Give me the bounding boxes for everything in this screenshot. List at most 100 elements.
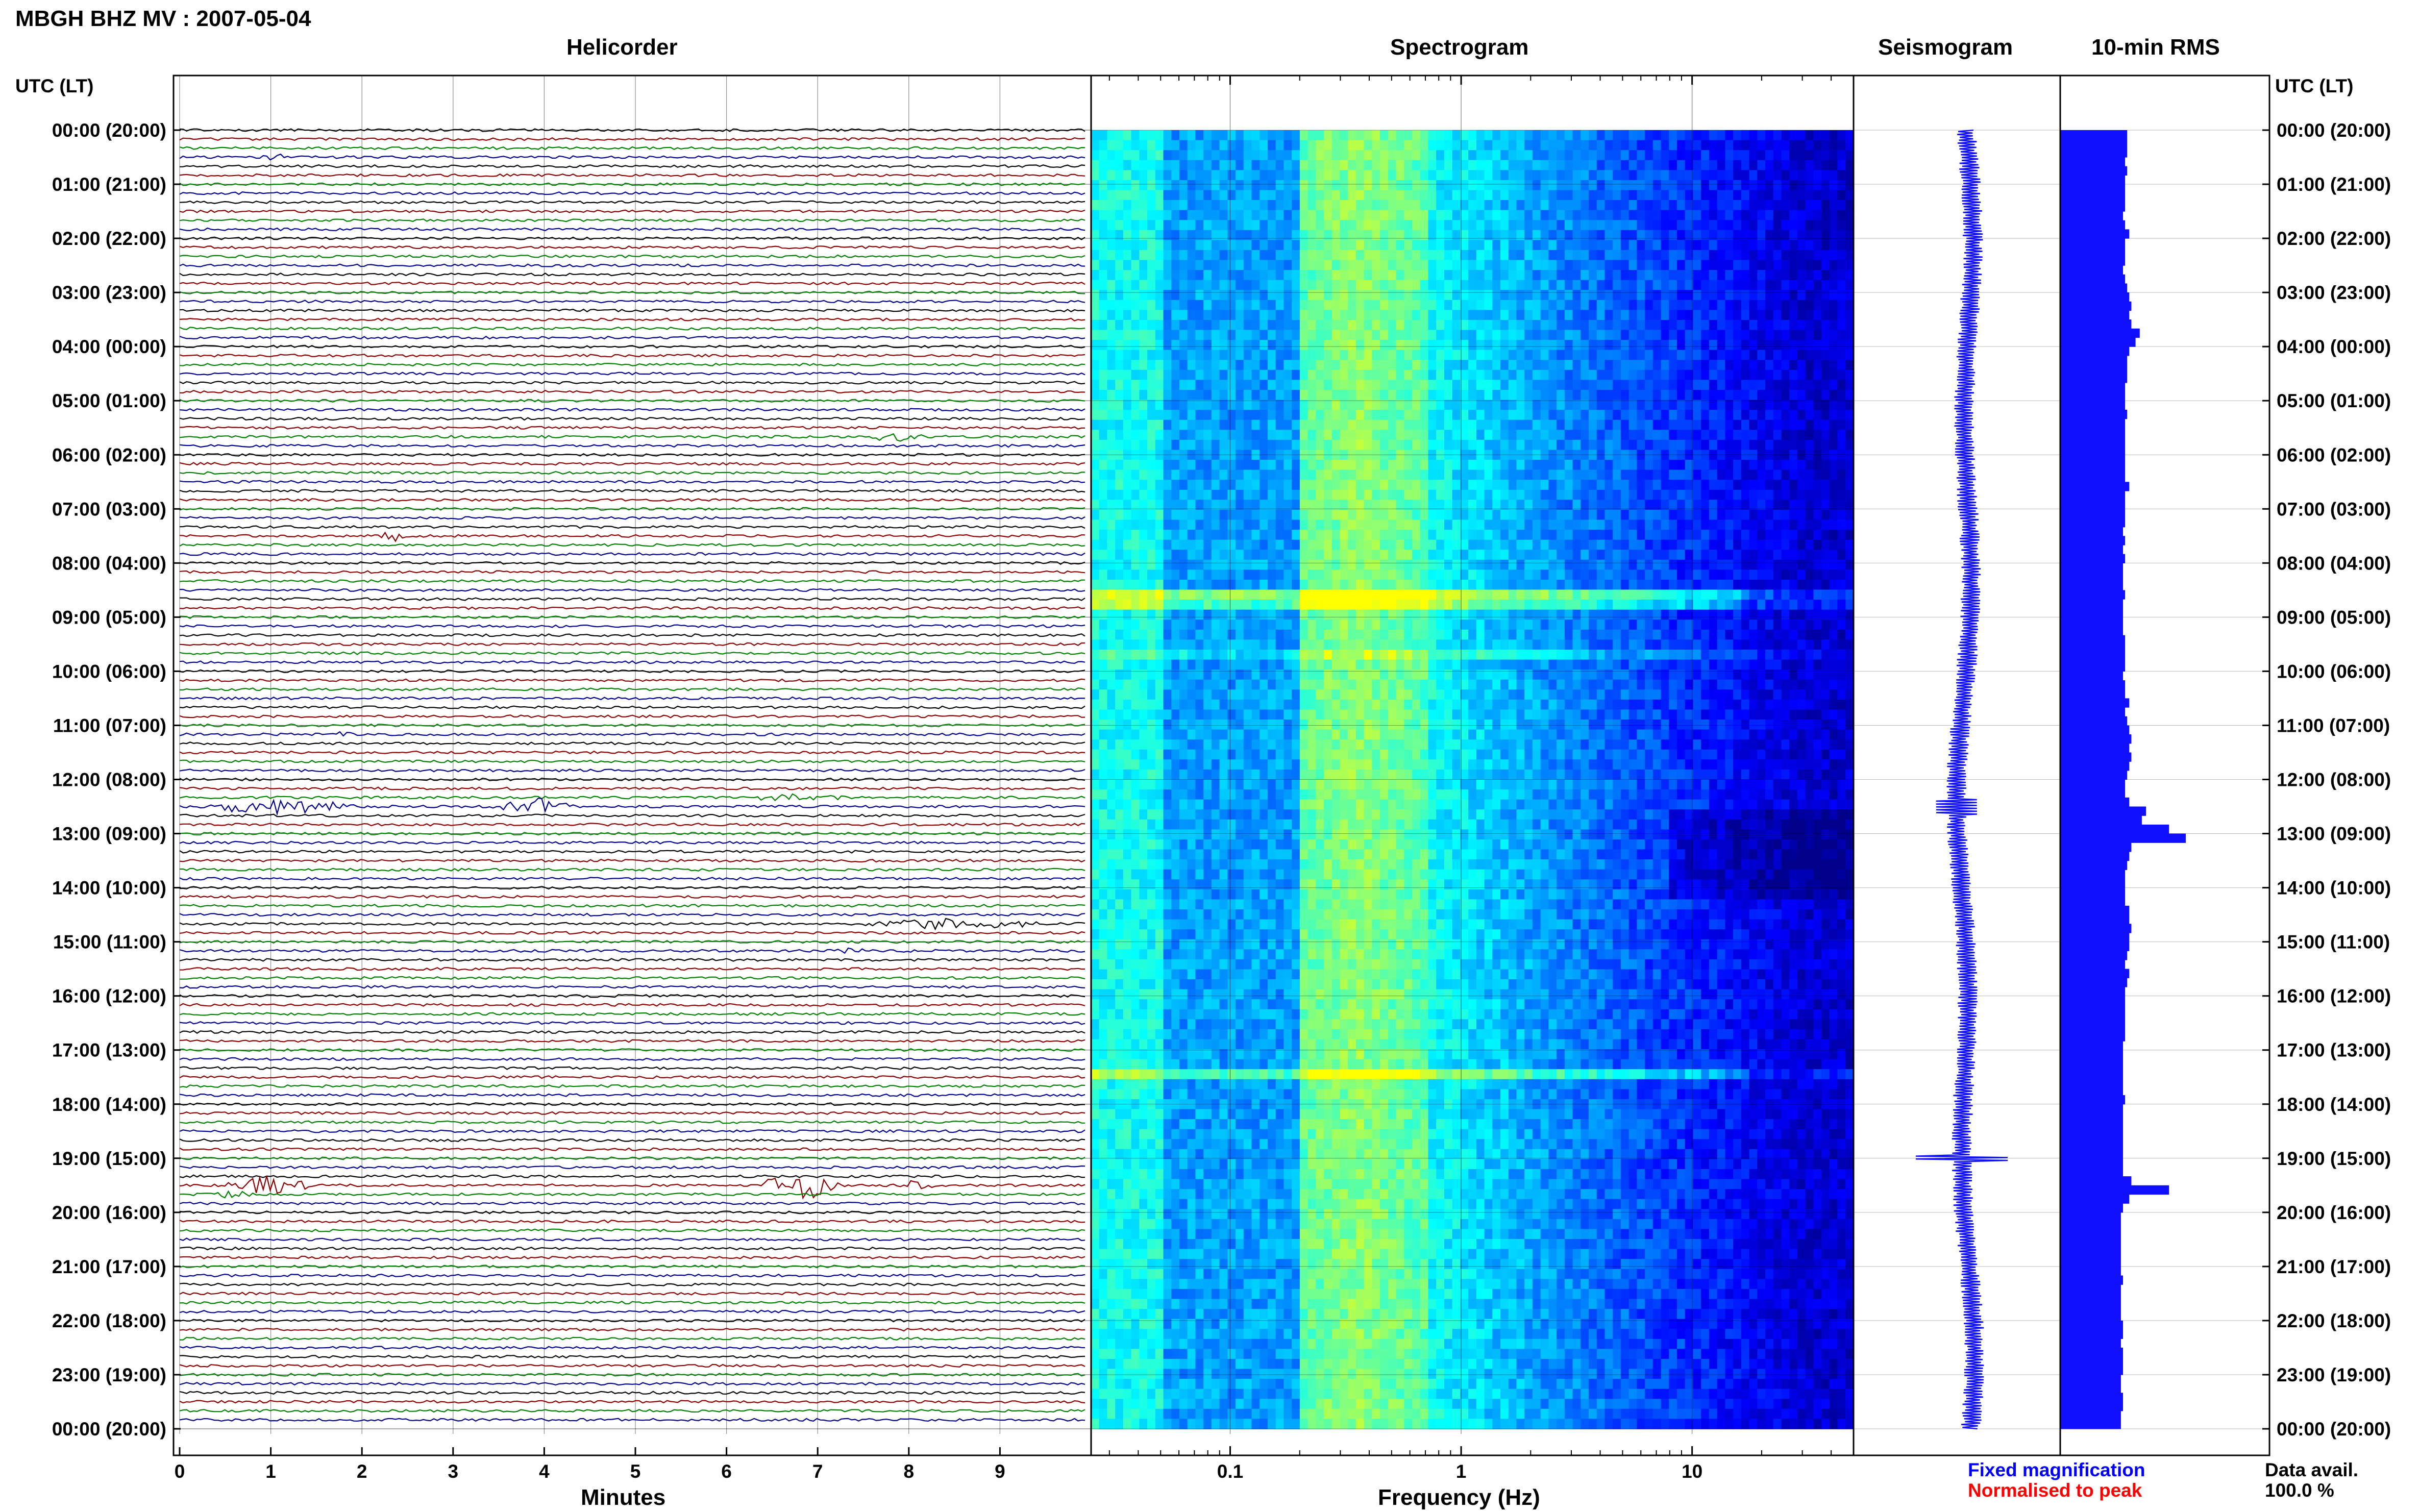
spectrogram-cell: [1171, 190, 1180, 201]
spectrogram-cell: [1131, 559, 1140, 571]
spectrogram-cell: [1227, 600, 1236, 610]
spectrogram-cell: [1837, 480, 1846, 490]
spectrogram-cell: [1765, 220, 1774, 231]
spectrogram-cell: [1628, 509, 1638, 520]
spectrogram-cell: [1356, 350, 1365, 361]
spectrogram-cell: [1693, 569, 1701, 580]
spectrogram-cell: [1420, 130, 1429, 141]
spectrogram-cell: [1236, 390, 1244, 401]
spectrogram-cell: [1813, 180, 1822, 191]
spectrogram-cell: [1717, 619, 1726, 630]
spectrogram-cell: [1685, 629, 1694, 640]
spectrogram-cell: [1219, 180, 1228, 191]
spectrogram-cell: [1516, 280, 1525, 291]
spectrogram-cell: [1396, 550, 1405, 560]
spectrogram-cell: [1356, 400, 1365, 410]
spectrogram-cell: [1524, 410, 1533, 420]
spectrogram-cell: [1123, 480, 1132, 490]
spectrogram-cell: [1428, 629, 1437, 640]
spectrogram-cell: [1388, 609, 1397, 621]
spectrogram-cell: [1789, 240, 1798, 251]
spectrogram-cell: [1476, 330, 1485, 340]
spectrogram-cell: [1283, 400, 1292, 410]
spectrogram-cell: [1139, 290, 1148, 301]
spectrogram-cell: [1845, 380, 1854, 390]
spectrogram-cell: [1484, 600, 1493, 610]
spectrogram-cell: [1725, 559, 1734, 571]
spectrogram-cell: [1195, 160, 1204, 171]
spectrogram-cell: [1331, 400, 1341, 410]
spectrogram-cell: [1147, 180, 1156, 191]
spectrogram-cell: [1701, 469, 1710, 480]
spectrogram-cell: [1637, 489, 1645, 501]
spectrogram-cell: [1372, 170, 1380, 181]
spectrogram-cell: [1596, 480, 1606, 490]
spectrogram-cell: [1251, 369, 1260, 381]
spectrogram-cell: [1324, 629, 1332, 640]
spectrogram-cell: [1299, 509, 1309, 520]
spectrogram-cell: [1837, 210, 1846, 220]
spectrogram-cell: [1115, 600, 1124, 610]
spectrogram-cell: [1412, 439, 1421, 451]
spectrogram-cell: [1613, 489, 1621, 501]
spectrogram-cell: [1099, 200, 1108, 211]
spectrogram-cell: [1412, 210, 1421, 220]
spectrogram-cell: [1219, 430, 1228, 440]
spectrogram-cell: [1516, 330, 1525, 340]
spectrogram-cell: [1557, 240, 1565, 251]
spectrogram-cell: [1099, 340, 1108, 351]
spectrogram-cell: [1444, 539, 1453, 551]
spectrogram-cell: [1701, 210, 1710, 220]
spectrogram-cell: [1243, 639, 1252, 650]
spectrogram-cell: [1115, 180, 1124, 191]
spectrogram-cell: [1364, 550, 1373, 560]
spectrogram-cell: [1693, 430, 1701, 440]
spectrogram-cell: [1829, 190, 1838, 201]
spectrogram-cell: [1508, 350, 1517, 361]
spectrogram-cell: [1195, 240, 1204, 251]
spectrogram-cell: [1645, 550, 1653, 560]
spectrogram-cell: [1356, 519, 1365, 530]
spectrogram-cell: [1227, 469, 1236, 480]
spectrogram-cell: [1476, 460, 1485, 470]
spectrogram-cell: [1813, 410, 1822, 420]
spectrogram-cell: [1292, 240, 1300, 251]
spectrogram-cell: [1605, 410, 1613, 420]
spectrogram-cell: [1829, 380, 1838, 390]
spectrogram-cell: [1099, 220, 1108, 231]
spectrogram-cell: [1107, 410, 1116, 420]
spectrogram-cell: [1508, 369, 1517, 381]
spectrogram-cell: [1500, 350, 1509, 361]
spectrogram-cell: [1717, 360, 1726, 370]
spectrogram-cell: [1532, 609, 1541, 621]
spectrogram-cell: [1805, 519, 1814, 530]
spectrogram-cell: [1131, 639, 1140, 650]
spectrogram-cell: [1829, 550, 1838, 560]
spectrogram-cell: [1557, 460, 1565, 470]
spectrogram-cell: [1348, 460, 1356, 470]
spectrogram-cell: [1797, 170, 1806, 181]
spectrogram-cell: [1139, 380, 1148, 390]
spectrogram-cell: [1316, 150, 1324, 161]
spectrogram-cell: [1540, 310, 1549, 320]
spectrogram-cell: [1581, 460, 1589, 470]
spectrogram-cell: [1139, 130, 1148, 141]
spectrogram-cell: [1677, 369, 1686, 381]
spectrogram-cell: [1396, 500, 1405, 510]
spectrogram-cell: [1331, 619, 1341, 630]
spectrogram-cell: [1476, 609, 1485, 621]
spectrogram-cell: [1299, 340, 1309, 351]
spectrogram-cell: [1275, 150, 1285, 161]
spectrogram-cell: [1340, 589, 1348, 600]
spectrogram-cell: [1685, 369, 1694, 381]
spectrogram-cell: [1492, 130, 1501, 141]
spectrogram-cell: [1203, 609, 1212, 621]
spectrogram-cell: [1163, 200, 1172, 211]
spectrogram-cell: [1236, 280, 1244, 291]
spectrogram-cell: [1524, 130, 1533, 141]
spectrogram-cell: [1195, 639, 1204, 650]
spectrogram-cell: [1468, 380, 1477, 390]
spectrogram-cell: [1171, 240, 1180, 251]
spectrogram-cell: [1436, 250, 1445, 261]
spectrogram-cell: [1219, 360, 1228, 370]
